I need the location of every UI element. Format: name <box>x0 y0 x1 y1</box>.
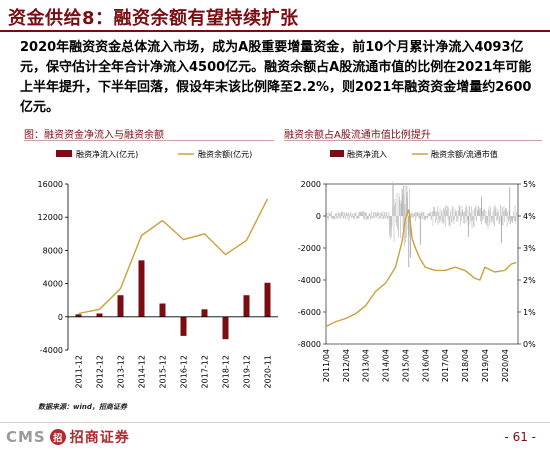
cms-logo: CMS 招 招商证券 <box>6 427 130 447</box>
right-ratio-line <box>325 209 517 328</box>
x-tick-label: 2015-12 <box>159 355 168 388</box>
x-tick-label: 2014-12 <box>138 355 147 388</box>
legend-balance-label: 融资余额(亿元) <box>198 149 252 159</box>
inflow-bar <box>117 295 124 317</box>
legend-ratio-label: 融资余额/流通市值 <box>431 149 498 159</box>
header-divider <box>0 30 550 32</box>
right-right-y-ticks: 5% 4% 3% 2% 1% 0% <box>518 180 536 349</box>
x-tick-label: 2013/04 <box>362 349 371 382</box>
x-tick-label: 2014/04 <box>382 349 391 382</box>
inflow-bar <box>138 260 145 317</box>
logo-cn-text: 招商证券 <box>69 430 130 446</box>
x-tick-label: 2017/04 <box>441 349 450 382</box>
inflow-bar <box>96 313 103 317</box>
x-tick-label: 2018/04 <box>461 349 470 382</box>
x-tick-label: 2012-12 <box>96 355 105 388</box>
x-tick-label: 2019/04 <box>481 349 490 382</box>
legend-swatch-inflow <box>56 150 72 157</box>
slide-header: 资金供给8：融资余额有望持续扩张 <box>0 0 550 34</box>
inflow-bar <box>222 316 229 340</box>
x-tick-label: 2017-12 <box>201 355 210 388</box>
x-tick-label: 2020/04 <box>501 349 510 382</box>
inflow-bar <box>75 314 82 317</box>
left-chart-title-rule <box>24 140 274 141</box>
y-tick-label: 12000 <box>38 213 63 222</box>
x-tick-label: 2011/04 <box>322 349 331 382</box>
x-tick-label: 2013-12 <box>117 355 126 388</box>
x-tick-label: 2012/04 <box>342 349 351 382</box>
left-x-ticks: 2011-12 2012-12 2013-12 2014-12 2015-12 2016-… <box>75 355 273 388</box>
legend-swatch-net-inflow <box>330 150 344 157</box>
x-tick-label: 2018-12 <box>222 355 231 388</box>
right-y-tick-label: 0% <box>523 340 536 349</box>
y-tick-label: 8000 <box>43 246 63 255</box>
left-y-tick-label: -4000 <box>298 276 321 285</box>
left-y-tick-label: 0 <box>316 212 321 221</box>
right-y-tick-label: 4% <box>523 212 536 221</box>
right-chart: 融资净流入 融资余额/流通市值 2000 0 -2000 -4000 -6000 -800… <box>298 149 536 382</box>
inflow-bar <box>201 309 208 317</box>
x-tick-label: 2020-11 <box>264 355 273 388</box>
y-tick-label: 4000 <box>43 280 63 289</box>
slide-title: 资金供给8：融资余额有望持续扩张 <box>8 8 299 29</box>
inflow-bar <box>180 316 187 336</box>
x-tick-label: 2019-12 <box>243 355 252 388</box>
x-tick-label: 2016-12 <box>180 355 189 388</box>
logo-badge-icon: 招 <box>49 429 66 445</box>
left-chart-legend: 融资净流入(亿元) 融资余额(亿元) <box>56 149 252 159</box>
y-tick-label: 0 <box>58 313 63 322</box>
left-y-tick-label: -2000 <box>298 244 321 253</box>
legend-inflow-label: 融资净流入(亿元) <box>76 149 138 159</box>
x-tick-label: 2016/04 <box>421 349 430 382</box>
left-y-tick-label: -8000 <box>298 340 321 349</box>
right-chart-title: 融资余额占A股流通市值比例提升 <box>284 130 431 141</box>
x-tick-label: 2015/04 <box>401 349 410 382</box>
inflow-bar <box>243 295 250 317</box>
left-y-tick-label: 2000 <box>301 180 321 189</box>
y-tick-label: 16000 <box>38 180 63 189</box>
y-tick-label: -4000 <box>40 346 63 355</box>
legend-net-inflow-label: 融资净流入 <box>347 149 387 159</box>
right-y-tick-label: 5% <box>523 180 536 189</box>
right-y-tick-label: 2% <box>523 276 536 285</box>
left-chart: 融资净流入(亿元) 融资余额(亿元) 16000 12000 8000 4000 0 -4… <box>38 149 278 388</box>
right-y-tick-label: 1% <box>523 308 536 317</box>
left-y-ticks: 16000 12000 8000 4000 0 -4000 <box>38 180 68 355</box>
x-tick-label: 2011-12 <box>75 355 84 388</box>
left-y-tick-label: -6000 <box>298 308 321 317</box>
right-chart-legend: 融资净流入 融资余额/流通市值 <box>330 149 498 159</box>
inflow-bar <box>264 282 271 317</box>
left-chart-title: 图：融资资金净流入与融资余额 <box>24 130 164 141</box>
left-bars <box>75 260 271 340</box>
footer-divider <box>0 422 550 423</box>
right-left-y-ticks: 2000 0 -2000 -4000 -6000 -8000 <box>298 180 326 349</box>
left-balance-line <box>78 198 269 315</box>
inflow-bar <box>159 303 166 317</box>
summary-paragraph: 2020年融资资金总体流入市场，成为A股重要增量资金，前10个月累计净流入409… <box>20 40 532 115</box>
right-plot-frame <box>325 183 519 345</box>
data-source-note: 数据来源：wind，招商证券 <box>38 403 127 411</box>
page-number: - 61 - <box>504 430 536 444</box>
right-chart-title-rule <box>284 140 542 141</box>
right-x-ticks: 2011/04 2012/04 2013/04 2014/04 2015/04 2016/… <box>322 349 510 382</box>
right-y-tick-label: 3% <box>523 244 536 253</box>
right-inflow-spikes <box>326 181 517 268</box>
logo-cms-text: CMS <box>6 428 46 446</box>
